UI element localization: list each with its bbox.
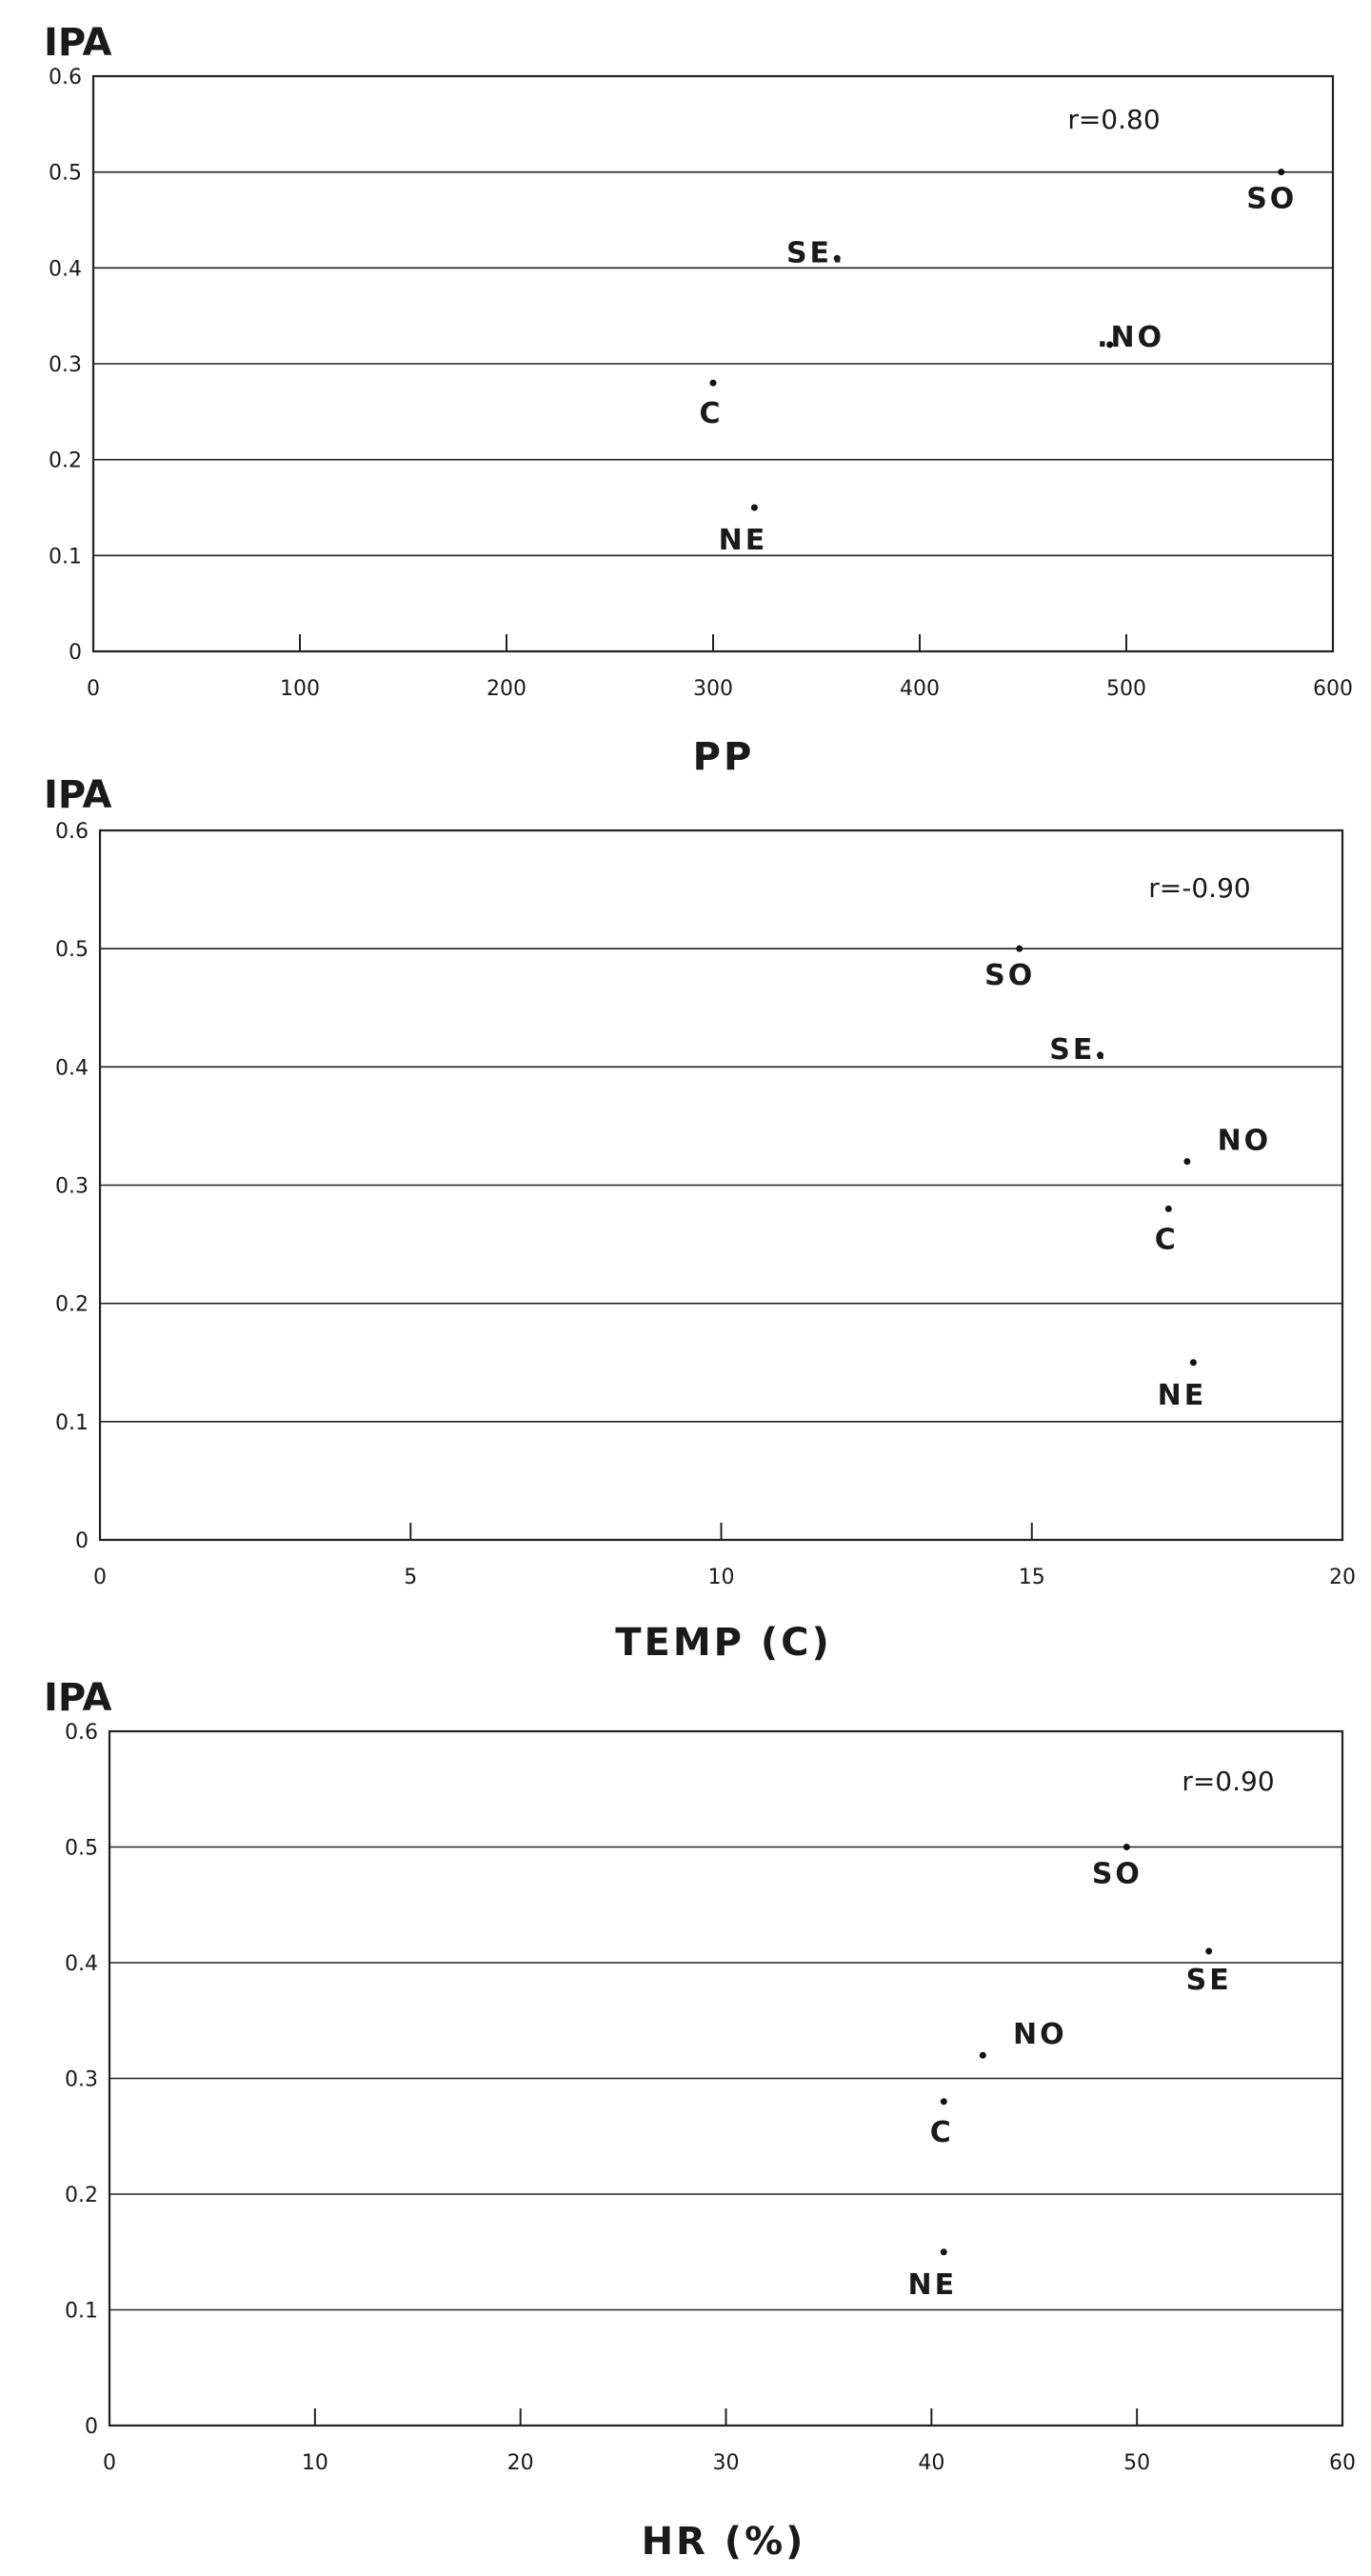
x-tick-label: 400 <box>900 677 940 701</box>
data-point-no <box>979 2051 986 2059</box>
y-tick-label: 0.6 <box>65 1721 98 1745</box>
data-point-se <box>833 254 841 262</box>
y-tick-label: 0.5 <box>65 1837 98 1861</box>
y-tick-label: 0.4 <box>65 1952 98 1976</box>
y-tick-label: 0 <box>69 641 82 665</box>
data-point-no <box>1183 1158 1191 1166</box>
x-tick-label: 20 <box>1329 1566 1356 1589</box>
x-tick-label: 10 <box>708 1566 735 1589</box>
data-point-ne <box>1189 1359 1197 1367</box>
x-tick-label: 40 <box>918 2451 944 2475</box>
data-point-c <box>940 2098 947 2106</box>
data-point-se <box>1205 1947 1213 1955</box>
chart-panel-1: 0 0.1 0.2 0.3 0.4 0.5 0.6 0 100 200 300 400 500 600 IP… <box>44 21 1353 779</box>
point-label: NE <box>907 2268 957 2302</box>
y-tick-label: 0.1 <box>65 2300 98 2324</box>
x-axis-label: TEMP (C) <box>615 1621 832 1665</box>
y-tick-label: 0.4 <box>55 1056 89 1080</box>
y-tick-label: 0.3 <box>65 2068 98 2092</box>
x-tick-label: 10 <box>302 2451 328 2475</box>
data-point-no <box>1106 341 1114 349</box>
y-tick-label: 0.2 <box>65 2184 98 2207</box>
data-point-c <box>1164 1205 1172 1212</box>
x-tick-label: 0 <box>103 2451 116 2475</box>
point-label: NE <box>1158 1379 1207 1412</box>
y-tick-label: 0.3 <box>55 1175 89 1199</box>
point-label: SO <box>1092 1858 1142 1891</box>
chart-panel-3: 0 0.1 0.2 0.3 0.4 0.5 0.6 0 10 20 30 40 50 60 IPA HR (%… <box>44 1676 1356 2564</box>
x-axis-label: HR (%) <box>642 2520 806 2564</box>
chart-panel-2: 0 0.1 0.2 0.3 0.4 0.5 0.6 0 5 10 15 20 IPA TEMP (C) r=… <box>44 773 1356 1665</box>
data-point-so <box>1123 1844 1130 1850</box>
point-label: SO <box>1246 183 1297 216</box>
x-tick-label: 30 <box>713 2451 740 2475</box>
x-tick-label: 20 <box>507 2451 534 2475</box>
x-tick-label: 300 <box>693 677 733 701</box>
data-point-so <box>1278 169 1285 176</box>
y-axis-label: IPA <box>44 773 112 817</box>
x-tick-label: 200 <box>487 677 527 701</box>
point-label: C <box>699 397 723 430</box>
point-label: SO <box>984 959 1035 992</box>
x-tick-label: 60 <box>1329 2451 1356 2475</box>
x-tick-label: 5 <box>404 1566 417 1589</box>
y-tick-label: 0.5 <box>49 162 82 186</box>
y-tick-label: 0.5 <box>55 938 89 962</box>
y-tick-label: 0.1 <box>49 545 82 569</box>
x-tick-label: 15 <box>1019 1566 1045 1589</box>
point-label: SE. <box>1049 1033 1109 1067</box>
correlation-label: r=-0.90 <box>1148 872 1250 904</box>
y-tick-label: 0.6 <box>49 66 82 90</box>
data-point-ne <box>750 504 758 511</box>
y-axis-label: IPA <box>44 1676 112 1720</box>
y-tick-label: 0.2 <box>49 449 82 473</box>
correlation-label: r=0.90 <box>1182 1766 1274 1797</box>
point-label: C <box>930 2116 954 2149</box>
point-label: NO <box>1013 2018 1067 2051</box>
y-tick-label: 0.2 <box>55 1293 89 1317</box>
correlation-label: r=0.80 <box>1067 104 1160 135</box>
x-tick-label: 50 <box>1123 2451 1150 2475</box>
point-label: SE. <box>786 236 846 270</box>
point-label: NE <box>719 524 768 557</box>
data-point-ne <box>940 2248 947 2256</box>
y-tick-label: 0.6 <box>55 820 89 844</box>
point-label: .NO <box>1097 321 1164 354</box>
x-tick-label: 600 <box>1313 677 1353 701</box>
y-tick-label: 0 <box>75 1529 89 1553</box>
y-tick-label: 0 <box>85 2415 98 2439</box>
data-point-se <box>1097 1051 1104 1059</box>
point-label: C <box>1155 1223 1179 1256</box>
y-tick-label: 0.3 <box>49 353 82 377</box>
point-label: SE <box>1186 1964 1232 1997</box>
x-tick-label: 0 <box>93 1566 107 1589</box>
y-tick-label: 0.1 <box>55 1411 89 1435</box>
x-axis-label: PP <box>693 735 755 779</box>
x-tick-label: 100 <box>280 677 320 701</box>
y-tick-label: 0.4 <box>49 257 82 281</box>
point-label: NO <box>1218 1125 1272 1158</box>
x-tick-label: 0 <box>87 677 100 701</box>
data-point-so <box>1016 945 1023 952</box>
data-point-c <box>709 379 717 387</box>
y-axis-label: IPA <box>44 21 112 65</box>
x-tick-label: 500 <box>1106 677 1146 701</box>
